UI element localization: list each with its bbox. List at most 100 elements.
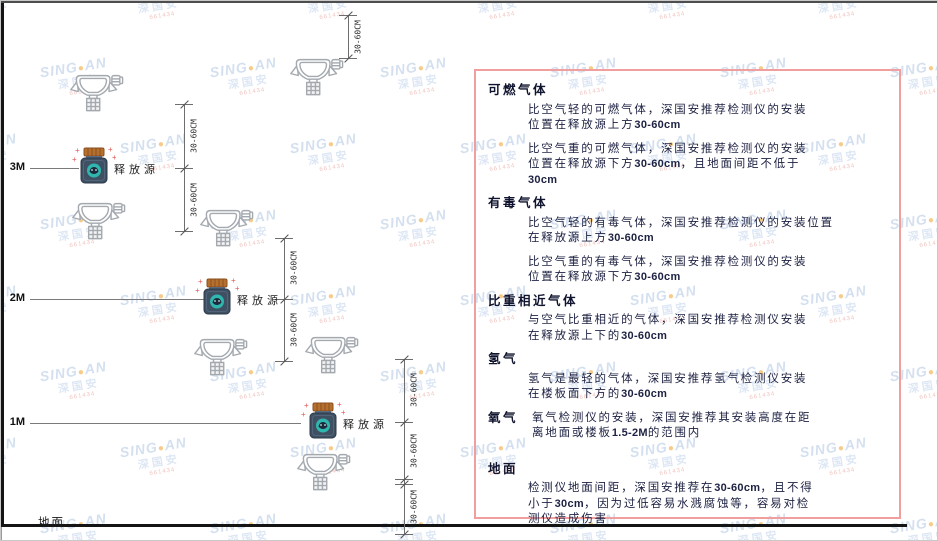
gas-detector-icon [198,203,254,250]
section-paragraph: 与空气比重相近的气体，深国安推荐检测仪安装 在释放源上下的30-60cm [528,313,887,344]
body-text: ，因为过低容易水溅腐蚀等，容易对检 [583,497,811,510]
height-label: 2M [9,292,25,304]
text-line: 小于30cm，因为过低容易水溅腐蚀等，容易对检 [528,497,887,513]
ground-label: 地面 [38,517,65,529]
body-text: 小于 [528,497,555,510]
panel-sections: 可燃气体 比空气轻的可燃气体，深国安推荐检测仪的安装 位置在释放源上方30-60cm… [488,83,887,528]
text-line: 比空气重的可燃气体，深国安推荐检测仪的安装 [528,142,887,158]
gas-detector-icon [288,52,344,99]
panel-section: 地面 检测仪地面间距，深国安推荐在30-60cm，且不得 小于30cm，因为过低容易… [488,462,887,528]
panel-section: 可燃气体 比空气轻的可燃气体，深国安推荐检测仪的安装 位置在释放源上方30-60cm… [488,83,887,188]
value-text: 30-60cm [634,119,681,131]
value-text: 30-60cm [714,482,761,494]
section-paragraph: 比空气重的有毒气体，深国安推荐检测仪的安装 位置在释放源下方30-60cm [528,255,887,286]
release-source-icon [72,144,116,188]
value-text: 1.5-2M [611,427,648,439]
body-text: 离地面或楼板 [532,427,612,439]
text-line: 在释放源上方30-60cm [528,231,887,247]
body-text: 氧气检测仪的安装，深国安推荐其安装高度在距 [532,411,812,424]
release-source-label: 释放源 [237,295,282,307]
panel-section: 有毒气体 比空气轻的有毒气体，深国安推荐检测仪的安装位置 在释放源上方30-60cm… [488,196,887,286]
release-source-icon [195,275,239,319]
gas-detector-icon [303,330,359,377]
body-text: 位置在释放源上方 [528,119,635,131]
section-heading: 氢气 [488,352,519,366]
right-border-line [1,527,2,540]
panel-section: 氧气 氧气检测仪的安装，深国安推荐其安装高度在距 离地面或楼板1.5-2M的范围内 [488,411,887,450]
height-leader-line [30,299,204,300]
body-text: 比空气重的有毒气体，深国安推荐检测仪的安装 [528,255,808,268]
text-line: 比空气重的有毒气体，深国安推荐检测仪的安装 [528,255,887,271]
section-heading: 地面 [488,461,519,476]
release-source-label: 释放源 [114,164,159,176]
text-line: 比空气轻的有毒气体，深国安推荐检测仪的安装位置 [528,216,887,232]
text-line: 在释放源上下的30-60cm [528,329,887,345]
wall-line [1,3,4,524]
text-line: 测仪造成伤害 [528,512,887,528]
info-panel: 可燃气体 比空气轻的可燃气体，深国安推荐检测仪的安装 位置在释放源上方30-60cm… [474,69,901,525]
value-text: 30-60cm [634,158,681,170]
dimension-value-label: 30-60CM [289,251,299,285]
value-text: 30cm [554,497,584,510]
dimension-value-label: 30-60CM [409,434,419,468]
body-text: ，且不得 [760,482,814,494]
gas-detector-icon [70,196,126,243]
gas-detector-icon [295,447,351,494]
height-label: 1M [9,416,25,428]
dimension-value-label: 30-60CM [189,119,199,153]
body-text: 位置在释放源下方 [528,271,635,283]
ceiling-line [1,1,937,3]
text-line: 与空气比重相近的气体，深国安推荐检测仪安装 [528,313,887,329]
release-source-label: 释放源 [343,419,388,431]
value-text: 30cm [528,173,558,186]
body-text: 比空气轻的可燃气体，深国安推荐检测仪的安装 [528,103,808,116]
text-line: 位置在释放源下方30-60cm，且地面间距不低于 [528,157,887,173]
text-line: 位置在释放源上方30-60cm [528,118,887,134]
text-line: 比空气轻的可燃气体，深国安推荐检测仪的安装 [528,103,887,119]
height-label: 3M [9,161,25,173]
text-line: 在楼板面下方的30-60cm [528,387,887,403]
section-paragraph: 比空气重的可燃气体，深国安推荐检测仪的安装位置在释放源下方30-60cm，且地面… [528,142,887,189]
text-line: 位置在释放源下方30-60cm [528,270,887,286]
dimension-value-label: 30-60CM [409,490,419,524]
value-text: 30-60cm [634,271,681,283]
body-text: ，且地面间距不低于 [680,158,801,170]
body-text: 比空气重的可燃气体，深国安推荐检测仪的安装 [528,142,808,155]
section-paragraph: 检测仪地面间距，深国安推荐在30-60cm，且不得 小于30cm，因为过低容易水溅… [528,481,887,528]
body-text: 测仪造成伤害 [528,513,608,525]
body-text: 在楼板面下方的 [528,388,622,400]
body-text: 与空气比重相近的气体，深国安推荐检测仪安装 [528,314,808,326]
section-paragraph: 比空气轻的有毒气体，深国安推荐检测仪的安装位置 在释放源上方30-60cm [528,216,887,247]
gas-detector-icon [192,332,248,379]
dimension-line [348,15,349,58]
value-text: 30-60cm [607,232,654,244]
panel-section-row: 氧气 氧气检测仪的安装，深国安推荐其安装高度在距 离地面或楼板1.5-2M的范围内 [488,411,887,450]
body-text: 检测仪地面间距，深国安推荐在 [528,482,715,494]
height-leader-line [30,168,79,169]
section-paragraph: 氧气检测仪的安装，深国安推荐其安装高度在距 离地面或楼板1.5-2M的范围内 [532,411,811,442]
panel-section: 比重相近气体 与空气比重相近的气体，深国安推荐检测仪安装 在释放源上下的30-60c… [488,294,887,345]
body-text: 在释放源上方 [528,232,608,244]
release-source-icon [301,399,345,443]
text-line: 氧气检测仪的安装，深国安推荐其安装高度在距 [532,411,811,427]
ground-line [1,524,907,527]
body-text: 比空气轻的有毒气体，深国安推荐检测仪的安装位置 [528,216,834,229]
section-paragraph: 比空气轻的可燃气体，深国安推荐检测仪的安装 位置在释放源上方30-60cm [528,103,887,134]
dimension-line [404,359,405,534]
value-text: 30-60cm [621,329,668,342]
body-text: 氢气是最轻的气体，深国安推荐氢气检测仪安装 [528,372,808,385]
height-leader-line [30,423,301,424]
dimension-value-label: 30-60CM [289,313,299,347]
section-heading: 有毒气体 [488,196,549,210]
gas-detector-icon [68,68,124,115]
text-line: 检测仪地面间距，深国安推荐在30-60cm，且不得 [528,481,887,497]
text-line: 离地面或楼板1.5-2M的范围内 [532,426,811,442]
dimension-value-label: 30-60CM [353,20,363,54]
body-text: 在释放源上下的 [528,329,622,342]
body-text: 的范围内 [647,427,702,439]
section-heading: 比重相近气体 [488,293,579,308]
value-text: 30-60cm [621,388,668,400]
section-paragraph: 氢气是最轻的气体，深国安推荐氢气检测仪安装 在楼板面下方的30-60cm [528,372,887,403]
